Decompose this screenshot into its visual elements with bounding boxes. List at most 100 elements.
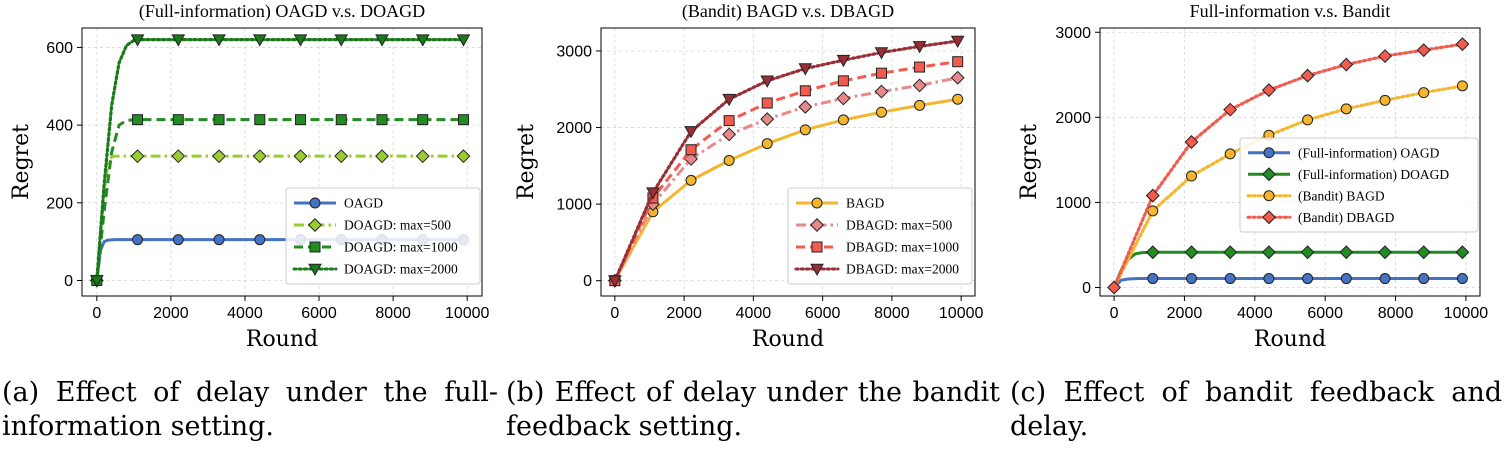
data-point xyxy=(1379,273,1391,285)
legend-label: DOAGD: max=2000 xyxy=(344,262,458,277)
plot-frame xyxy=(81,27,483,297)
y-tick-label: 0 xyxy=(1082,280,1091,297)
y-axis-label: Regret xyxy=(514,124,539,200)
data-point xyxy=(950,70,965,85)
data-point xyxy=(837,75,849,87)
legend-marker xyxy=(1262,167,1276,182)
data-point xyxy=(130,34,145,47)
data-point xyxy=(912,78,927,93)
data-point xyxy=(722,127,737,142)
legend-marker xyxy=(308,218,322,232)
x-axis-label: Round xyxy=(1254,327,1326,352)
data-point xyxy=(376,114,388,126)
grid xyxy=(82,28,482,296)
data-point xyxy=(1339,245,1354,260)
data-point xyxy=(1302,273,1314,285)
data-point xyxy=(952,93,964,105)
data-point xyxy=(1456,80,1468,92)
legend-marker xyxy=(810,263,824,277)
y-axis-label: Regret xyxy=(1017,124,1042,200)
data-point xyxy=(836,91,851,106)
data-point xyxy=(252,149,267,164)
y-tick-label: 200 xyxy=(46,195,73,212)
x-tick-label: 10000 xyxy=(939,305,984,322)
data-point xyxy=(293,149,308,164)
data-point xyxy=(1145,188,1160,203)
data-point xyxy=(456,34,471,47)
series-3 xyxy=(608,35,965,288)
y-tick-label: 2000 xyxy=(556,120,592,137)
caption-c: (c) Effect of bandit feedback and delay. xyxy=(1010,377,1502,442)
data-point xyxy=(1107,280,1122,295)
data-point xyxy=(1456,273,1468,285)
chart-title: (Full-information) OAGD v.s. DOAGD xyxy=(139,1,425,22)
data-point xyxy=(1418,87,1430,99)
chart-title: Full-information v.s. Bandit xyxy=(1190,1,1391,21)
x-tick-label: 2000 xyxy=(153,305,189,322)
data-point xyxy=(1223,245,1238,260)
y-tick-label: 1000 xyxy=(1055,195,1091,212)
data-point xyxy=(914,61,926,73)
series-line xyxy=(1112,84,1465,290)
data-point xyxy=(1302,114,1314,126)
legend: OAGD DOAGD: max=500 DOAGD: max=1000 DOAGD: … xyxy=(285,187,481,285)
data-point xyxy=(646,187,660,200)
data-point xyxy=(874,47,889,60)
data-point xyxy=(213,114,225,126)
data-point xyxy=(252,34,267,47)
data-point xyxy=(89,275,104,288)
x-tick-label: 10000 xyxy=(1444,305,1489,322)
data-point xyxy=(914,99,926,111)
legend-label: OAGD xyxy=(344,196,383,211)
legend-label: DOAGD: max=500 xyxy=(344,218,451,233)
data-point xyxy=(415,34,430,47)
x-tick-label: 2000 xyxy=(1167,305,1203,322)
data-point xyxy=(254,114,266,126)
y-tick-label: 400 xyxy=(46,118,73,135)
series-line xyxy=(1112,277,1463,289)
series-line xyxy=(613,60,958,282)
legend-label: (Bandit) BAGD xyxy=(1298,188,1385,203)
data-point xyxy=(798,99,813,114)
data-point xyxy=(293,34,308,47)
data-point xyxy=(876,67,887,79)
data-point xyxy=(1300,68,1315,83)
series-line xyxy=(613,97,958,282)
series-3 xyxy=(1107,37,1470,295)
x-axis-label: Round xyxy=(246,327,318,352)
data-point xyxy=(837,114,849,126)
data-point xyxy=(798,63,813,76)
chart-panel-c: Full-information v.s. Bandit 0 2000 4000 600… xyxy=(1008,0,1504,370)
series-0 xyxy=(1112,273,1468,289)
x-tick-label: 8000 xyxy=(375,305,411,322)
data-point xyxy=(1339,57,1354,72)
chart-title: (Bandit) BAGD v.s. DBAGD xyxy=(682,1,894,22)
data-point xyxy=(799,124,811,136)
data-point xyxy=(1340,273,1352,285)
data-point xyxy=(1340,103,1352,115)
data-point xyxy=(213,234,225,246)
data-point xyxy=(761,138,773,150)
legend-label: DBAGD: max=2000 xyxy=(846,262,959,277)
data-point xyxy=(836,54,851,68)
data-point xyxy=(415,149,430,164)
data-point xyxy=(685,144,697,156)
data-point xyxy=(684,126,698,139)
chart-c-svg: Full-information v.s. Bandit 0 2000 4000 600… xyxy=(1017,1,1489,352)
data-point xyxy=(212,149,226,164)
legend-marker xyxy=(811,197,823,209)
y-tick-label: 0 xyxy=(64,273,73,290)
plot-frame xyxy=(600,27,976,297)
chart-panel-a: (Full-information) OAGD v.s. DOAGD 0 2000 4… xyxy=(0,0,500,370)
data-point xyxy=(685,174,697,186)
data-point xyxy=(723,115,735,127)
legend: BAGD DBAGD: max=500 DBAGD: max=1000 DBAGD: … xyxy=(787,187,973,285)
data-point xyxy=(1223,102,1238,117)
x-tick-label: 2000 xyxy=(666,305,702,322)
data-point xyxy=(457,114,469,126)
legend-box xyxy=(787,187,973,285)
y-tick-label: 1000 xyxy=(556,197,592,214)
data-point xyxy=(1261,83,1276,98)
data-point xyxy=(723,154,735,166)
y-tick-label: 3000 xyxy=(1055,25,1091,42)
